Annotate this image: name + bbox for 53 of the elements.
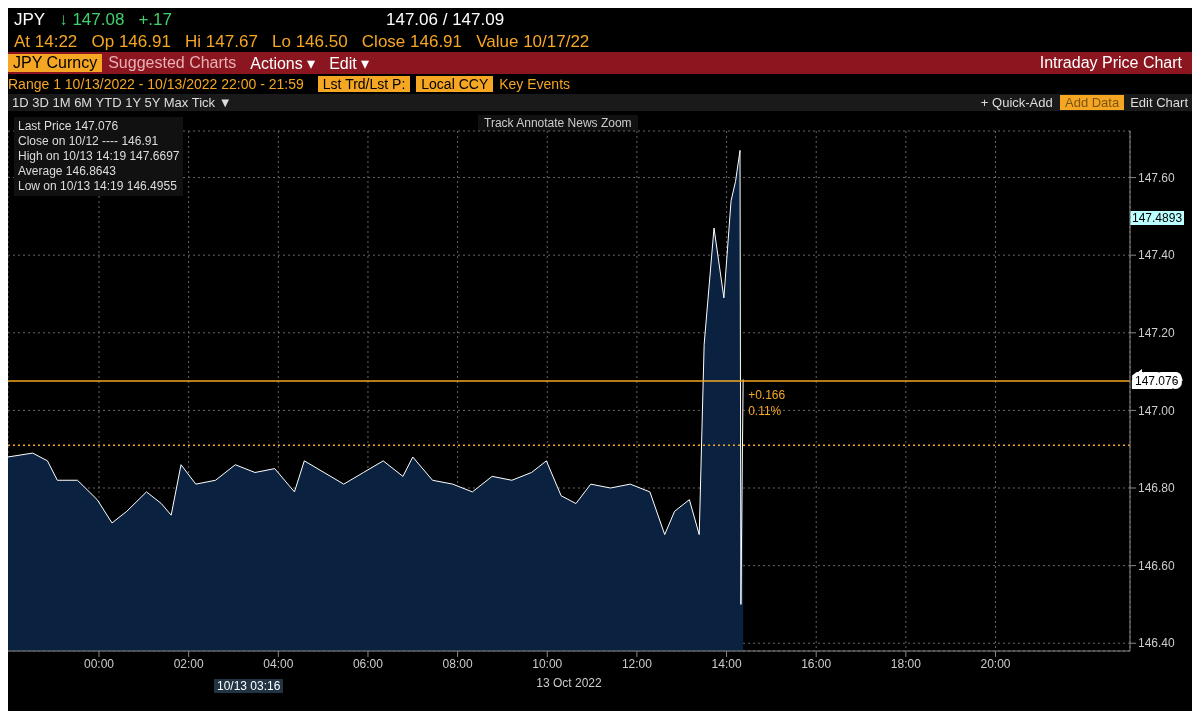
- x-tick-label: 10:00: [532, 656, 563, 671]
- x-tick-label: 20:00: [980, 656, 1011, 671]
- text: JPY: [14, 10, 46, 29]
- annotation: Close on 10/12 ---- 146.91: [18, 134, 160, 149]
- text: Actions ▾: [250, 53, 316, 73]
- x-tick-label: 08:00: [442, 656, 473, 671]
- x-axis-title: 13 Oct 2022: [536, 676, 603, 690]
- x-tick-label: 14:00: [711, 656, 742, 671]
- text: Add Data: [1059, 95, 1125, 110]
- x-tick-label: 02:00: [173, 656, 204, 671]
- annotation: 0.11%: [748, 403, 782, 418]
- text: + Quick-Add: [980, 95, 1054, 110]
- annotation: High on 10/13 14:19 147.6697: [18, 149, 180, 164]
- text: Value 10/17/22: [476, 32, 590, 51]
- x-tick-label: 06:00: [352, 656, 384, 671]
- text: Key Events: [499, 76, 571, 92]
- text: JPY Curncy: [8, 54, 103, 72]
- text: 1D 3D 1M 6M YTD 1Y 5Y Max Tick ▼: [12, 95, 232, 110]
- x-tick-label: 16:00: [801, 656, 832, 671]
- text: ↓ 147.08: [59, 10, 125, 29]
- x-tick-label: 12:00: [621, 656, 653, 671]
- text: 147.4893: [1130, 211, 1185, 225]
- text: Suggested Charts: [108, 54, 237, 72]
- x-tick-label: 04:00: [263, 656, 294, 671]
- text: Lo 146.50: [272, 32, 348, 51]
- y-tick-label: 147.00: [1138, 403, 1176, 418]
- y-tick-label: 146.80: [1138, 481, 1176, 496]
- text: 10/13 03:16: [214, 679, 284, 693]
- annotation: Low on 10/13 14:19 146.4955: [18, 179, 178, 194]
- y-tick-label: 147.60: [1138, 170, 1176, 185]
- text: Range 1 10/13/2022 - 10/13/2022 22:00 - 21:59: [8, 76, 304, 92]
- text: Edit ▾: [329, 53, 370, 73]
- text: +.17: [138, 10, 172, 29]
- chart-title: Intraday Price Chart: [1039, 54, 1182, 72]
- text: Op 146.91: [91, 32, 171, 51]
- text: Edit Chart: [1130, 95, 1188, 110]
- text: Hi 147.67: [185, 32, 258, 51]
- y-tick-label: 146.60: [1138, 558, 1176, 573]
- y-tick-label: 147.40: [1138, 248, 1176, 263]
- x-tick-label: 00:00: [83, 656, 115, 671]
- text: Track Annotate News Zoom: [478, 115, 638, 131]
- text: Local CCY: [416, 76, 494, 92]
- text: Close 146.91: [361, 32, 463, 51]
- x-tick-label: 18:00: [890, 656, 922, 671]
- text: Last Price: [18, 119, 72, 133]
- text: 147.06 / 147.09: [385, 10, 505, 29]
- text: Lst Trd/Lst P:: [317, 76, 411, 92]
- y-tick-label: 147.20: [1138, 326, 1176, 341]
- annotation: Average 146.8643: [18, 164, 117, 179]
- annotation: 147.076: [74, 119, 119, 133]
- y-tick-label: 146.40: [1138, 636, 1176, 651]
- text: At 14:22: [14, 32, 78, 51]
- annotation: +0.166: [748, 388, 786, 403]
